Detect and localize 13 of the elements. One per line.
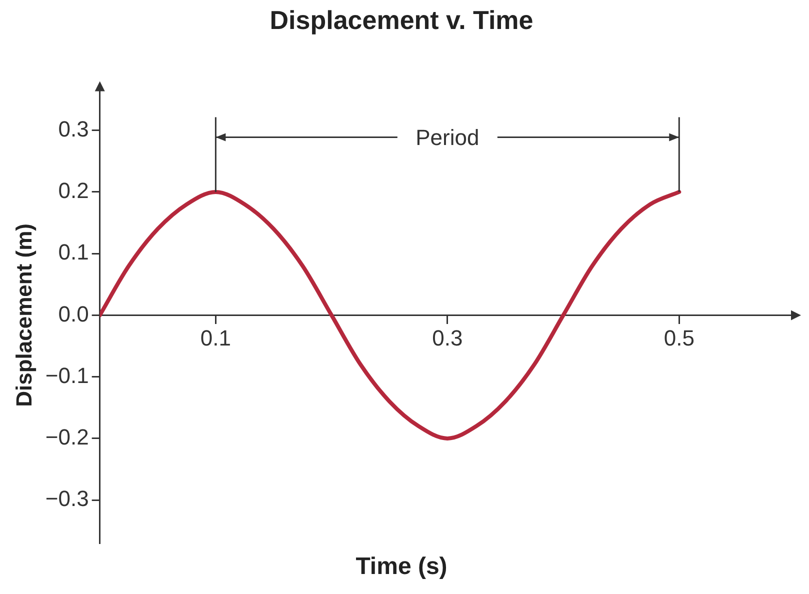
y-tick-label: −0.3 — [45, 486, 89, 512]
x-tick-label: 0.5 — [664, 325, 694, 350]
y-tick-label: 0.2 — [58, 178, 89, 204]
y-tick-label: 0.3 — [58, 116, 89, 142]
y-tick-label: −0.2 — [45, 424, 89, 450]
x-tick-label: 0.3 — [432, 325, 463, 350]
y-tick-label: 0.1 — [58, 240, 89, 265]
y-tick-label: 0.0 — [58, 301, 89, 326]
y-axis-title: Displacement (m) — [11, 224, 36, 407]
y-tick-label: −0.1 — [45, 362, 89, 388]
x-axis-title: Time (s) — [356, 553, 448, 580]
x-tick-label: 0.1 — [200, 325, 231, 350]
chart-title: Displacement v. Time — [270, 4, 534, 35]
